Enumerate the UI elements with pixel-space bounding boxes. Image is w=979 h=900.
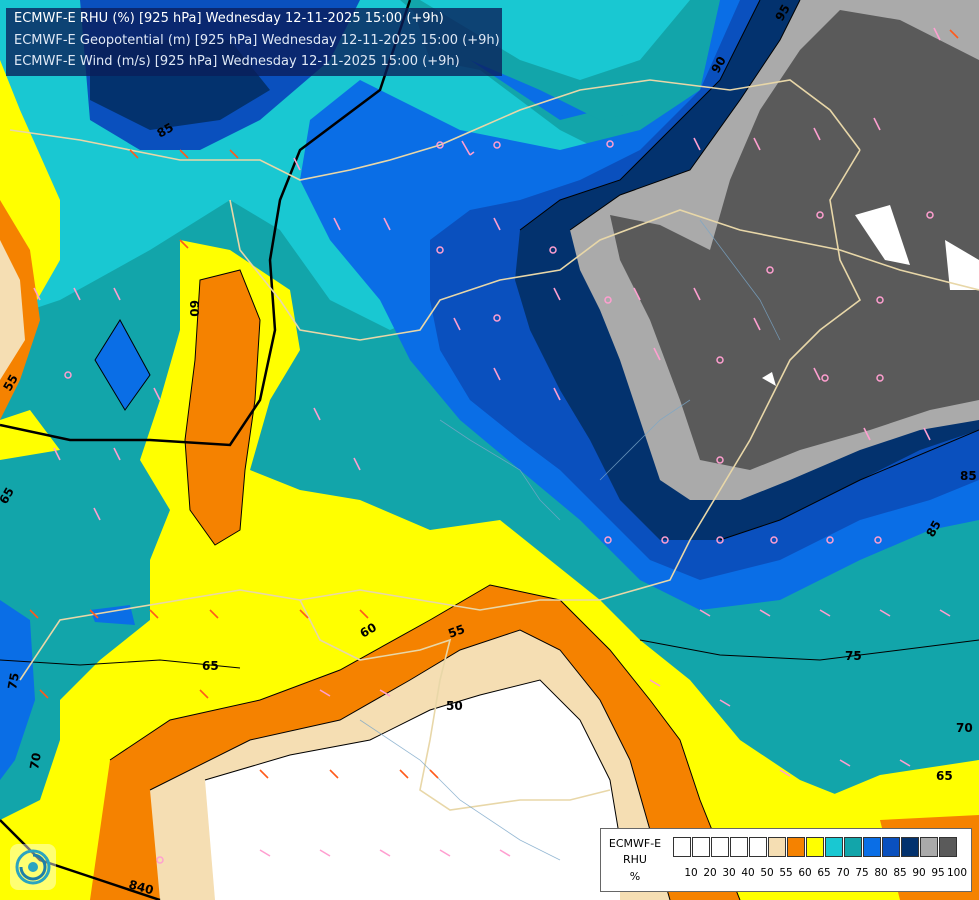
legend-model: ECMWF-E <box>608 837 662 850</box>
legend-swatch <box>768 837 786 857</box>
legend-label: 70 <box>836 867 850 879</box>
legend-swatch <box>692 837 710 857</box>
rhu-legend: ECMWF-E RHU % 10 20 30 40 50 55 60 65 70 75 80 85 90… <box>600 828 972 892</box>
rhu-band-50 <box>205 680 620 900</box>
legend-label: 75 <box>855 867 869 879</box>
wind-barbs <box>29 27 959 864</box>
legend-swatch <box>749 837 767 857</box>
contour-label: 840 <box>127 877 155 897</box>
legend-swatch <box>806 837 824 857</box>
legend-label: 30 <box>722 867 736 879</box>
contour-label: 70 <box>956 721 973 735</box>
legend-swatch <box>730 837 748 857</box>
legend-label: 50 <box>760 867 774 879</box>
rhu-band-60-west <box>185 270 260 545</box>
legend-swatch <box>711 837 729 857</box>
contour-label: 60 <box>187 300 201 317</box>
geopotential-contours <box>0 0 412 900</box>
legend-swatch <box>882 837 900 857</box>
title-geopotential: ECMWF-E Geopotential (m) [925 hPa] Wedne… <box>14 33 500 48</box>
legend-label: 20 <box>703 867 717 879</box>
ecmwf-logo-icon <box>10 844 56 890</box>
legend-swatch <box>901 837 919 857</box>
legend-label: 10 <box>684 867 698 879</box>
title-rhu: ECMWF-E RHU (%) [925 hPa] Wednesday 12-1… <box>14 11 444 26</box>
legend-label: 95 <box>931 867 945 879</box>
legend-label: 40 <box>741 867 755 879</box>
rhu-band-100 <box>610 10 979 470</box>
contour-label: 70 <box>27 752 44 771</box>
legend-swatch <box>825 837 843 857</box>
legend-unit: % <box>629 870 641 883</box>
legend-label: 55 <box>779 867 793 879</box>
legend-swatch <box>939 837 957 857</box>
legend-label: 90 <box>912 867 926 879</box>
legend-label: 80 <box>874 867 888 879</box>
legend-swatch <box>920 837 938 857</box>
contour-label: 75 <box>845 649 862 663</box>
legend-swatch <box>787 837 805 857</box>
map-title-box: ECMWF-E RHU (%) [925 hPa] Wednesday 12-1… <box>6 8 502 76</box>
contour-label: 75 <box>5 672 22 691</box>
contour-label: 55 <box>446 622 466 641</box>
contour-label: 65 <box>202 659 219 673</box>
legend-label: 85 <box>893 867 907 879</box>
contour-label: 65 <box>936 769 953 783</box>
country-borders <box>9 79 979 811</box>
legend-variable: RHU <box>623 853 647 866</box>
rivers <box>359 219 781 861</box>
title-wind: ECMWF-E Wind (m/s) [925 hPa] Wednesday 1… <box>14 54 460 69</box>
legend-swatch <box>844 837 862 857</box>
legend-label: 100 <box>946 867 968 879</box>
legend-swatch <box>673 837 691 857</box>
legend-label: 65 <box>817 867 831 879</box>
contour-label: 50 <box>446 699 463 713</box>
legend-label: 60 <box>798 867 812 879</box>
legend-swatch <box>863 837 881 857</box>
contour-label-edge: 85 <box>960 469 977 483</box>
